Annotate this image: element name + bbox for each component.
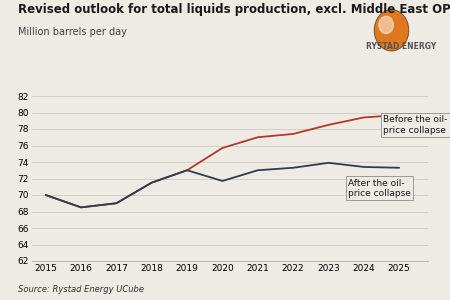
Text: RYSTAD ENERGY: RYSTAD ENERGY — [366, 42, 436, 51]
Circle shape — [379, 16, 393, 34]
Text: After the oil-
price collapse: After the oil- price collapse — [348, 179, 411, 198]
Circle shape — [374, 10, 409, 51]
Text: Revised outlook for total liquids production, excl. Middle East OPEC countries: Revised outlook for total liquids produc… — [18, 3, 450, 16]
Text: Source: Rystad Energy UCube: Source: Rystad Energy UCube — [18, 285, 144, 294]
Text: Before the oil-
price collapse: Before the oil- price collapse — [383, 115, 448, 135]
Text: Million barrels per day: Million barrels per day — [18, 27, 127, 37]
